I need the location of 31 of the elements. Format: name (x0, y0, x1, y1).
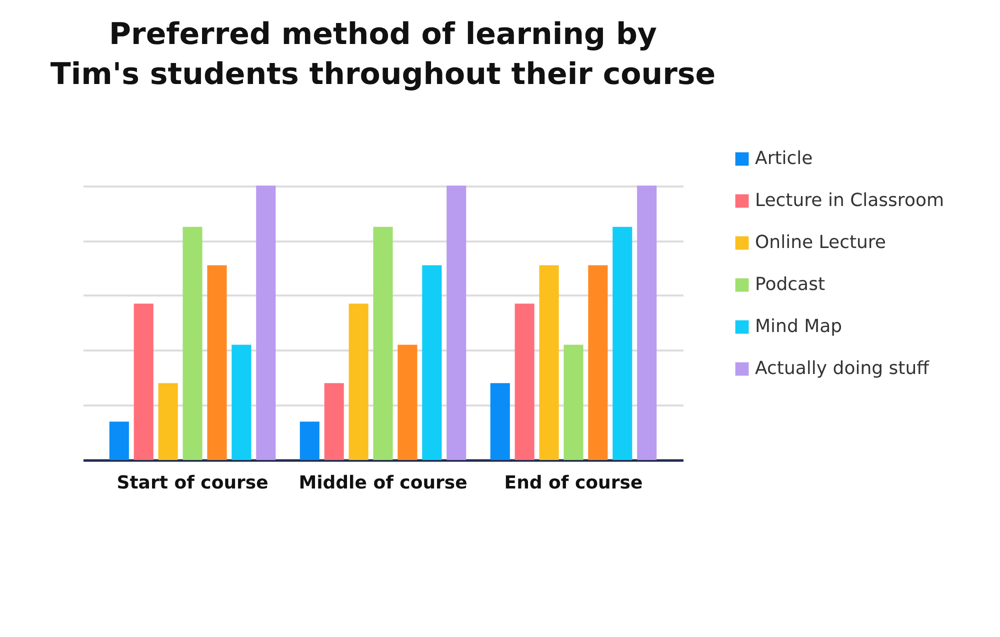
chart-title: Preferred method of learning by Tim's students throughout their course (50, 17, 716, 92)
bar (514, 304, 534, 460)
bar (446, 186, 466, 460)
bar (300, 422, 320, 460)
bar (564, 344, 584, 460)
bar (588, 265, 608, 460)
legend-label: Article (755, 148, 813, 169)
legend-label: Mind Map (755, 316, 842, 337)
bar (256, 186, 276, 460)
bar (398, 344, 418, 460)
bar (182, 226, 202, 460)
bar (422, 265, 442, 460)
x-tick-label: Middle of course (298, 472, 468, 494)
x-tick-label: Start of course (116, 472, 268, 494)
bar (207, 265, 227, 460)
legend-label: Actually doing stuff (755, 358, 930, 379)
bar (134, 304, 154, 460)
x-tick-label: End of course (504, 472, 643, 494)
bar (637, 186, 657, 460)
bar (612, 226, 632, 460)
legend-label: Podcast (755, 274, 826, 295)
bar (539, 265, 559, 460)
bar (158, 383, 178, 460)
bar (490, 383, 510, 460)
bar (324, 383, 344, 460)
bar (232, 344, 252, 460)
bar (373, 226, 393, 460)
legend-label: Lecture in Classroom (755, 190, 944, 211)
bar (109, 422, 129, 460)
bar (348, 304, 368, 460)
legend-label: Online Lecture (755, 232, 886, 253)
